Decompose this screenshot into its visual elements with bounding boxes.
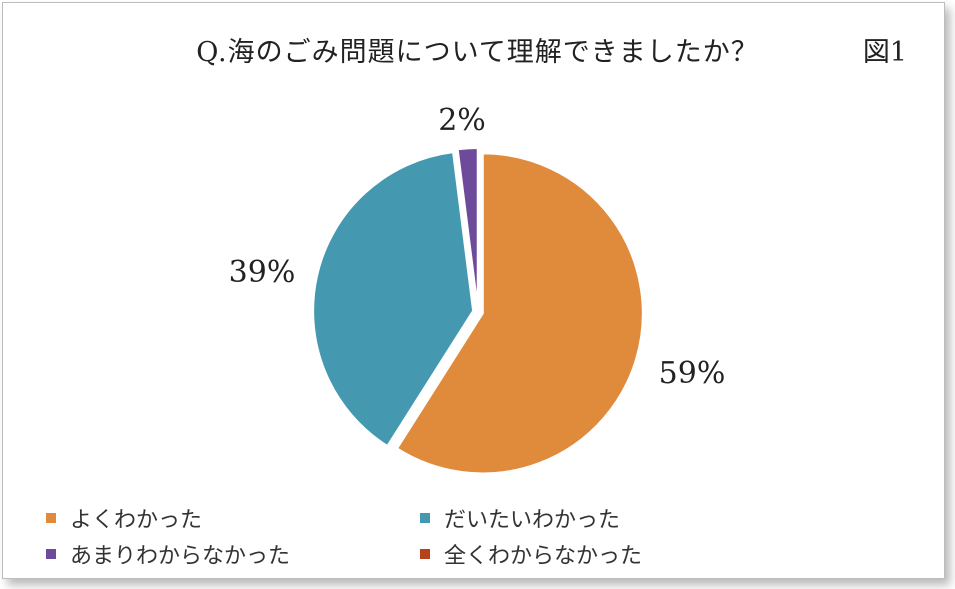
legend-item-yoku: よくわかった bbox=[46, 502, 202, 534]
legend-swatch bbox=[420, 549, 430, 559]
legend-label: 全くわからなかった bbox=[444, 544, 643, 569]
chart-title: Q.海のごみ問題について理解できましたか？ bbox=[196, 37, 759, 68]
legend-swatch bbox=[46, 513, 56, 523]
pie-slice bbox=[312, 151, 475, 448]
legend-swatch bbox=[420, 513, 430, 523]
legend-label: だいたいわかった bbox=[444, 508, 621, 533]
slice-data-label: 39% bbox=[229, 255, 296, 290]
legend-label: あまりわからなかった bbox=[70, 544, 291, 569]
pie-slice bbox=[395, 152, 644, 475]
legend-item-mattaku: 全くわからなかった bbox=[420, 538, 642, 570]
legend-label: よくわかった bbox=[70, 508, 203, 533]
legend-item-amari: あまりわからなかった bbox=[46, 538, 290, 570]
slice-data-label: 59% bbox=[659, 356, 726, 391]
figure-label: 図1 bbox=[862, 37, 907, 68]
legend-item-daitai: だいたいわかった bbox=[420, 502, 620, 534]
legend-swatch bbox=[46, 549, 56, 559]
chart-frame bbox=[2, 2, 945, 579]
slice-data-label: 2% bbox=[438, 103, 486, 138]
pie-slice bbox=[456, 147, 479, 309]
